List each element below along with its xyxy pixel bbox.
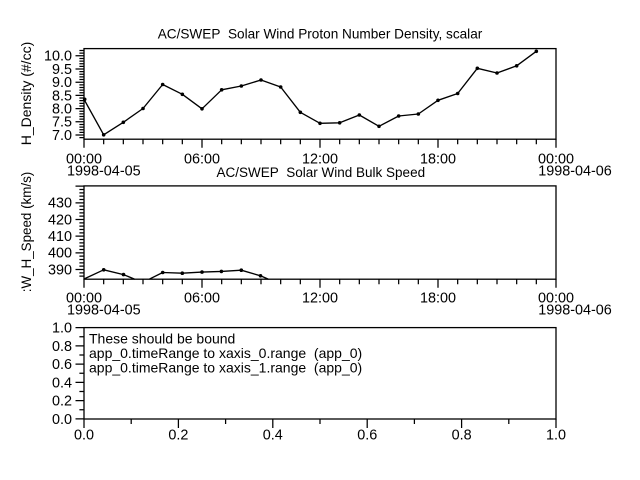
svg-text:420: 420 [48,212,72,228]
svg-text:00:00: 00:00 [538,291,574,307]
svg-text:06:00: 06:00 [184,152,220,168]
svg-text:0.2: 0.2 [168,428,188,444]
svg-text:AC/SWEP Solar Wind Proton Num: AC/SWEP Solar Wind Proton Number Density… [158,27,483,42]
svg-text:0.6: 0.6 [357,428,377,444]
svg-text:0.4: 0.4 [52,375,72,391]
svg-text:0.0: 0.0 [74,428,94,444]
svg-text:18:00: 18:00 [420,152,456,168]
svg-text:app_0.timeRange to xaxis_1.ran: app_0.timeRange to xaxis_1.range (app_0) [89,359,362,375]
svg-text:0.0: 0.0 [52,412,72,428]
svg-text:06:00: 06:00 [184,291,220,307]
svg-text:1.0: 1.0 [546,428,566,444]
svg-text:1998-04-06: 1998-04-06 [538,163,612,179]
svg-text:0.6: 0.6 [52,357,72,373]
svg-text:1998-04-06: 1998-04-06 [538,303,612,319]
svg-text:7.0: 7.0 [52,128,72,144]
svg-text:These should be bound: These should be bound [89,330,235,346]
svg-text:0.8: 0.8 [52,339,72,355]
svg-text:0.8: 0.8 [452,428,472,444]
svg-text:00:00: 00:00 [66,152,102,168]
svg-text:410: 410 [48,229,72,245]
svg-text:400: 400 [48,246,72,262]
svg-text:00:00: 00:00 [538,152,574,168]
svg-text:app_0.timeRange to xaxis_0.ran: app_0.timeRange to xaxis_0.range (app_0) [89,345,362,361]
svg-text::W_H_Speed (km/s): :W_H_Speed (km/s) [19,172,34,293]
svg-text:00:00: 00:00 [66,291,102,307]
svg-text:12:00: 12:00 [302,291,338,307]
svg-text:1998-04-05: 1998-04-05 [67,303,141,319]
svg-text:12:00: 12:00 [302,152,338,168]
svg-text:1.0: 1.0 [52,321,72,337]
svg-text:0.4: 0.4 [263,428,283,444]
svg-text:9.5: 9.5 [52,62,72,78]
svg-text:10.0: 10.0 [44,49,72,65]
svg-text:7.5: 7.5 [52,115,72,131]
svg-text:390: 390 [48,262,72,278]
svg-text:0.2: 0.2 [52,394,72,410]
svg-text:430: 430 [48,196,72,212]
svg-text:18:00: 18:00 [420,291,456,307]
svg-text:8.5: 8.5 [52,88,72,104]
svg-text:AC/SWEP Solar Wind Bulk Speed: AC/SWEP Solar Wind Bulk Speed [217,165,426,180]
svg-text:H_Density (#/cc): H_Density (#/cc) [18,42,34,145]
svg-text:1998-04-05: 1998-04-05 [67,163,141,179]
svg-text:9.0: 9.0 [52,75,72,91]
svg-text:8.0: 8.0 [52,102,72,118]
